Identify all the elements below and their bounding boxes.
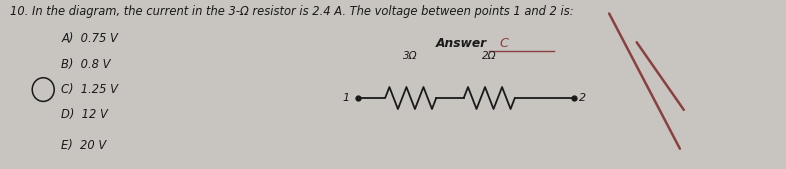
Text: 10. In the diagram, the current in the 3-Ω resistor is 2.4 A. The voltage betwee: 10. In the diagram, the current in the 3… <box>10 5 574 18</box>
Text: 1: 1 <box>343 93 350 103</box>
Text: Answer: Answer <box>436 37 487 50</box>
Text: C: C <box>499 37 508 50</box>
Text: 3Ω: 3Ω <box>403 51 418 61</box>
Text: D)  12 V: D) 12 V <box>61 108 108 121</box>
Text: A)  0.75 V: A) 0.75 V <box>61 32 118 45</box>
Text: 2: 2 <box>579 93 586 103</box>
Text: B)  0.8 V: B) 0.8 V <box>61 58 111 71</box>
Text: C)  1.25 V: C) 1.25 V <box>61 83 119 96</box>
Text: E)  20 V: E) 20 V <box>61 139 107 152</box>
Text: 2Ω: 2Ω <box>482 51 497 61</box>
